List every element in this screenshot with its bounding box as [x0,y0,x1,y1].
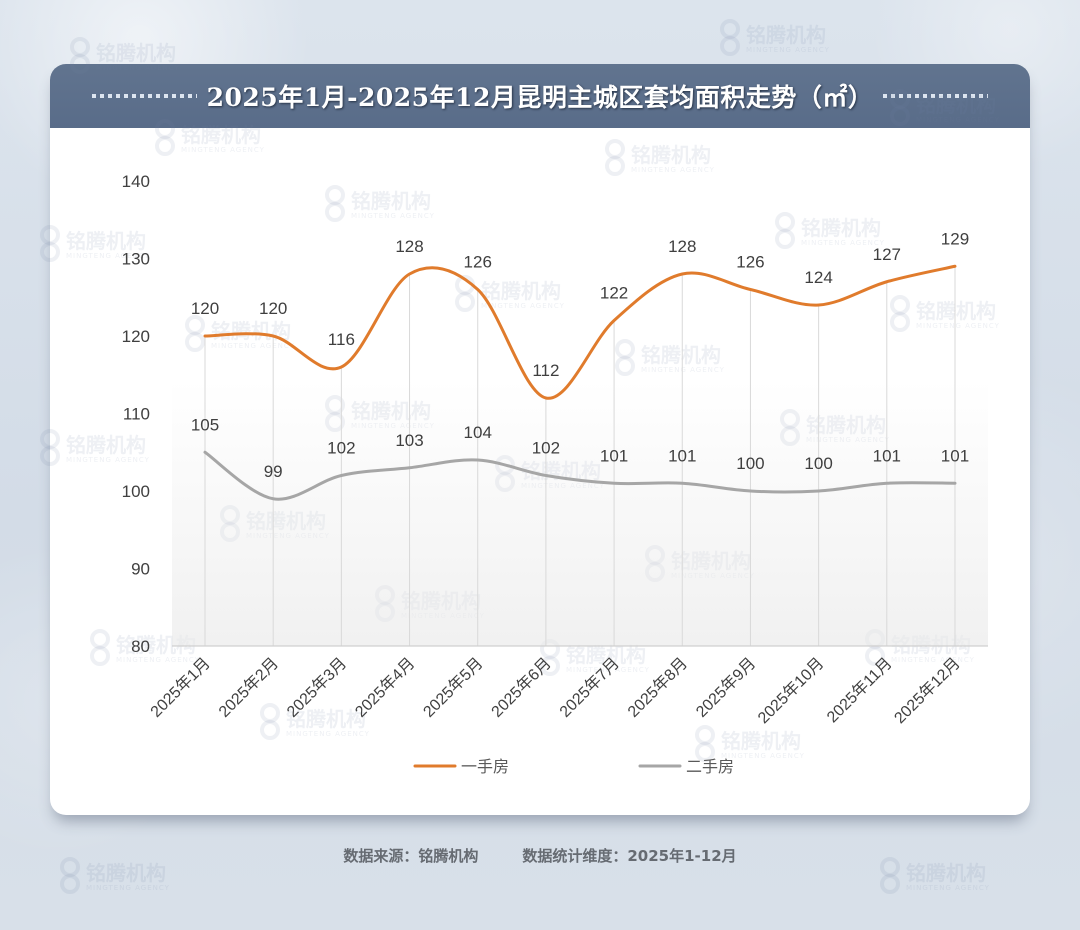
data-label-series-1: 120 [191,299,219,318]
y-tick-label: 80 [131,637,150,656]
y-tick-label: 140 [122,172,150,191]
y-tick-label: 110 [123,405,150,424]
data-label-series-2: 99 [264,462,283,481]
data-label-series-2: 101 [668,446,696,465]
legend-label-series-2: 二手房 [686,758,734,776]
x-tick-label: 2025年12月 [891,654,964,727]
chart-title: 2025年1月-2025年12月昆明主城区套均面积走势（㎡） [206,83,874,112]
footer: 数据来源：铭腾机构 数据统计维度：2025年1-12月 [0,845,1080,866]
data-label-series-1: 126 [736,253,764,272]
legend-label-series-1: 一手房 [461,758,509,776]
x-tick-label: 2025年8月 [624,654,691,721]
data-label-series-1: 124 [804,268,832,287]
data-label-series-2: 105 [191,415,219,434]
plot-area-shade [172,380,988,646]
data-label-series-2: 101 [941,446,969,465]
data-label-series-2: 100 [804,454,832,473]
card-header: 2025年1月-2025年12月昆明主城区套均面积走势（㎡） [50,64,1030,128]
title-decoration-right [883,94,989,98]
series-line-2 [203,450,957,501]
data-label-series-2: 101 [600,446,628,465]
x-tick-label: 2025年6月 [488,654,555,721]
data-label-series-1: 122 [600,284,628,303]
x-tick-label: 2025年9月 [692,654,759,721]
y-tick-label: 120 [122,327,150,346]
data-label-series-1: 116 [328,330,355,349]
x-tick-label: 2025年4月 [352,654,419,721]
data-label-series-1: 127 [873,245,901,264]
data-label-series-2: 102 [327,439,355,458]
data-label-series-1: 126 [464,253,492,272]
x-tick-label: 2025年3月 [283,654,350,721]
y-tick-label: 100 [122,482,150,501]
x-tick-label: 2025年5月 [420,654,487,721]
data-label-series-2: 103 [395,431,423,450]
data-label-series-1: 120 [259,299,287,318]
data-label-series-1: 128 [668,237,696,256]
x-tick-label: 2025年11月 [823,654,895,726]
data-label-series-2: 102 [532,439,560,458]
series-line-1 [203,264,957,400]
data-label-series-2: 100 [736,454,764,473]
data-label-series-1: 112 [532,361,559,380]
x-tick-label: 2025年7月 [556,654,623,721]
x-tick-label: 2025年1月 [147,654,214,721]
data-label-series-2: 101 [873,446,901,465]
data-label-series-1: 129 [941,229,969,248]
x-tick-label: 2025年2月 [215,654,282,721]
x-tick-label: 2025年10月 [754,654,827,727]
y-tick-label: 90 [131,560,150,579]
y-tick-label: 130 [122,250,150,269]
data-period: 数据统计维度：2025年1-12月 [522,847,737,865]
title-decoration-left [91,94,197,98]
data-label-series-2: 104 [464,423,492,442]
data-label-series-1: 128 [395,237,423,256]
data-source: 数据来源：铭腾机构 [343,847,479,865]
